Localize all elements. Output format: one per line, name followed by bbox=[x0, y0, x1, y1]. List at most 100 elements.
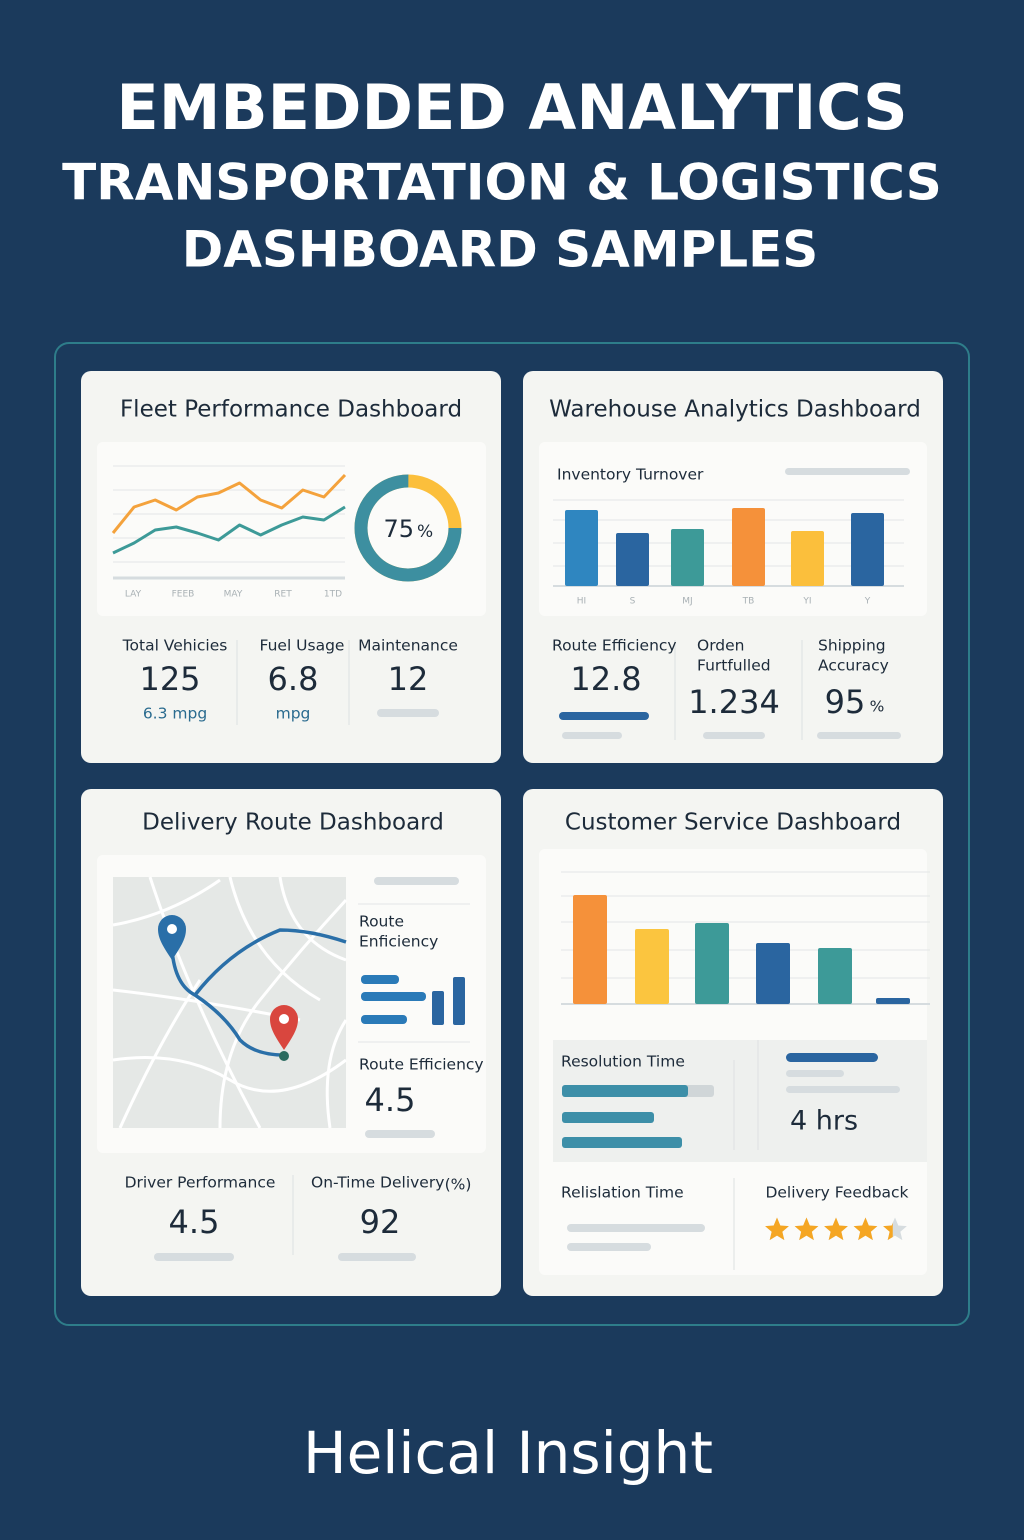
placeholder bbox=[567, 1224, 705, 1232]
pin-dot bbox=[279, 1014, 289, 1024]
kpi-value: 6.8 bbox=[268, 660, 319, 698]
x-tick-label: Y bbox=[864, 597, 871, 607]
x-tick-label: 1TD bbox=[324, 590, 342, 600]
x-tick-label: MAY bbox=[224, 590, 243, 600]
bar bbox=[671, 529, 704, 586]
kpi-label: Orden bbox=[697, 637, 745, 655]
placeholder bbox=[786, 1070, 844, 1077]
kpi-label: Accuracy bbox=[818, 657, 889, 675]
kpi-label: Route Efficiency bbox=[552, 637, 677, 655]
placeholder bbox=[785, 468, 910, 475]
x-tick-label: YI bbox=[802, 597, 811, 607]
card-title: Customer Service Dashboard bbox=[565, 810, 901, 836]
pin bbox=[158, 915, 186, 960]
kpi-value: 4.5 bbox=[169, 1203, 220, 1241]
progress bbox=[562, 1112, 654, 1123]
x-tick-label: S bbox=[630, 597, 636, 607]
kpi-label: Total Vehicies bbox=[122, 637, 228, 655]
x-tick-label: LAY bbox=[125, 590, 142, 600]
star bbox=[765, 1217, 789, 1241]
kpi-label: On-Time Delivery bbox=[311, 1174, 444, 1192]
kpi-label: Fuel Usage bbox=[260, 637, 345, 655]
x-tick-label: TB bbox=[742, 597, 755, 607]
placeholder bbox=[365, 1130, 435, 1138]
kpi-value: 95 bbox=[825, 683, 866, 721]
star bbox=[794, 1217, 819, 1241]
section-value: 4 hrs bbox=[790, 1106, 858, 1137]
section-label: Relislation Time bbox=[561, 1184, 684, 1202]
progress bbox=[786, 1053, 878, 1062]
card-title: Delivery Route Dashboard bbox=[142, 810, 444, 836]
card-title: Warehouse Analytics Dashboard bbox=[549, 397, 921, 423]
placeholder bbox=[377, 709, 439, 717]
rating bbox=[765, 1217, 907, 1241]
progress bbox=[562, 1137, 682, 1148]
subtitle: TRANSPORTATION & LOGISTICS bbox=[62, 154, 942, 212]
progress bbox=[559, 712, 649, 720]
donut-value-label: 75 bbox=[383, 515, 414, 543]
map bbox=[112, 876, 348, 1129]
metric-label: Route Efficiency bbox=[359, 1056, 484, 1074]
placeholder bbox=[703, 732, 765, 739]
bar bbox=[732, 508, 765, 586]
donut-value bbox=[354, 474, 462, 582]
x-tick-label: FEEB bbox=[172, 590, 195, 600]
kpi-value: 1.234 bbox=[688, 683, 780, 721]
bar bbox=[635, 929, 669, 1004]
bar-chart bbox=[561, 871, 930, 1005]
kpi-unit: % bbox=[870, 698, 885, 716]
label: Route bbox=[359, 913, 404, 931]
chart-title: Inventory Turnover bbox=[557, 466, 704, 484]
kpi-label: Shipping bbox=[818, 637, 886, 655]
kpi-value: 92 bbox=[360, 1203, 401, 1241]
placeholder bbox=[817, 732, 901, 739]
label: Enficiency bbox=[359, 933, 438, 951]
placeholder bbox=[154, 1253, 234, 1261]
star bbox=[883, 1222, 893, 1241]
donut: 75% bbox=[354, 474, 462, 582]
donut-unit: % bbox=[417, 522, 433, 542]
line-series bbox=[111, 473, 347, 534]
placeholder bbox=[374, 877, 459, 885]
placeholder bbox=[786, 1086, 900, 1093]
line-chart: LAY FEEB MAY RET 1TD bbox=[111, 465, 347, 600]
section-label: Resolution Time bbox=[561, 1053, 685, 1071]
pin bbox=[270, 1005, 298, 1050]
bar-chart: HI S MJ TB YI Y bbox=[553, 499, 904, 607]
kpi-sub: mpg bbox=[276, 705, 311, 723]
map-bg bbox=[113, 877, 346, 1128]
card-title: Fleet Performance Dashboard bbox=[120, 397, 462, 423]
star bbox=[824, 1217, 848, 1241]
bar bbox=[573, 895, 607, 1004]
bar bbox=[876, 998, 910, 1004]
placeholder bbox=[338, 1253, 416, 1261]
node bbox=[279, 1051, 289, 1061]
bar bbox=[818, 948, 852, 1004]
mini-bar bbox=[453, 977, 465, 1025]
mini-bar bbox=[432, 991, 444, 1025]
kpi-value: 12.8 bbox=[570, 660, 641, 698]
section-label: Delivery Feedback bbox=[765, 1184, 908, 1202]
mini-bar bbox=[361, 1015, 407, 1024]
kpi-value: 125 bbox=[139, 660, 200, 698]
x-tick-label: RET bbox=[274, 590, 292, 600]
line-series bbox=[112, 505, 346, 555]
placeholder bbox=[567, 1243, 651, 1251]
kpi-value: 12 bbox=[388, 660, 429, 698]
bar bbox=[695, 923, 729, 1004]
bar bbox=[616, 533, 649, 586]
kpi-label: Maintenance bbox=[358, 637, 458, 655]
stars-filled bbox=[765, 1217, 893, 1241]
metric-value: 4.5 bbox=[365, 1081, 416, 1119]
brand: Helical Insight bbox=[303, 1419, 713, 1487]
placeholder bbox=[562, 732, 622, 739]
title: EMBEDDED ANALYTICS bbox=[116, 71, 907, 144]
x-tick-label: HI bbox=[577, 597, 586, 607]
bar bbox=[756, 943, 790, 1004]
subtitle: DASHBOARD SAMPLES bbox=[182, 221, 819, 279]
bar bbox=[851, 513, 884, 586]
bar bbox=[791, 531, 824, 586]
kpi-sub: 6.3 mpg bbox=[143, 705, 207, 723]
